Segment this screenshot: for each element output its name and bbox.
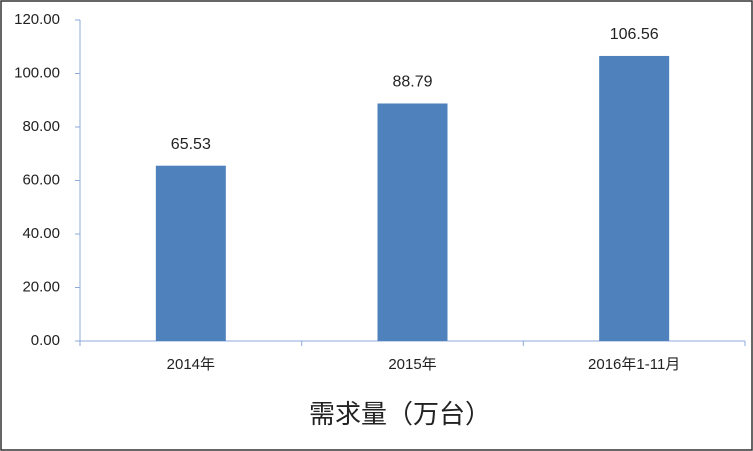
data-label: 88.79 [392,74,432,91]
bar [155,165,226,341]
y-tick-label: 0.00 [31,332,60,349]
y-tick-label: 60.00 [22,171,60,188]
y-tick-label: 80.00 [22,118,60,135]
x-tick-label: 2016年1-11月 [588,356,680,373]
data-label: 106.56 [610,26,659,43]
y-tick-label: 20.00 [22,278,60,295]
y-tick-label: 100.00 [14,64,60,81]
data-label: 65.53 [171,136,211,153]
y-tick-label: 120.00 [14,11,60,28]
x-tick-label: 2014年 [167,356,215,373]
y-tick-label: 40.00 [22,225,60,242]
bar [377,103,448,341]
x-tick-label: 2015年 [388,356,436,373]
bar [599,55,670,342]
x-axis-title: 需求量（万台） [309,400,491,430]
